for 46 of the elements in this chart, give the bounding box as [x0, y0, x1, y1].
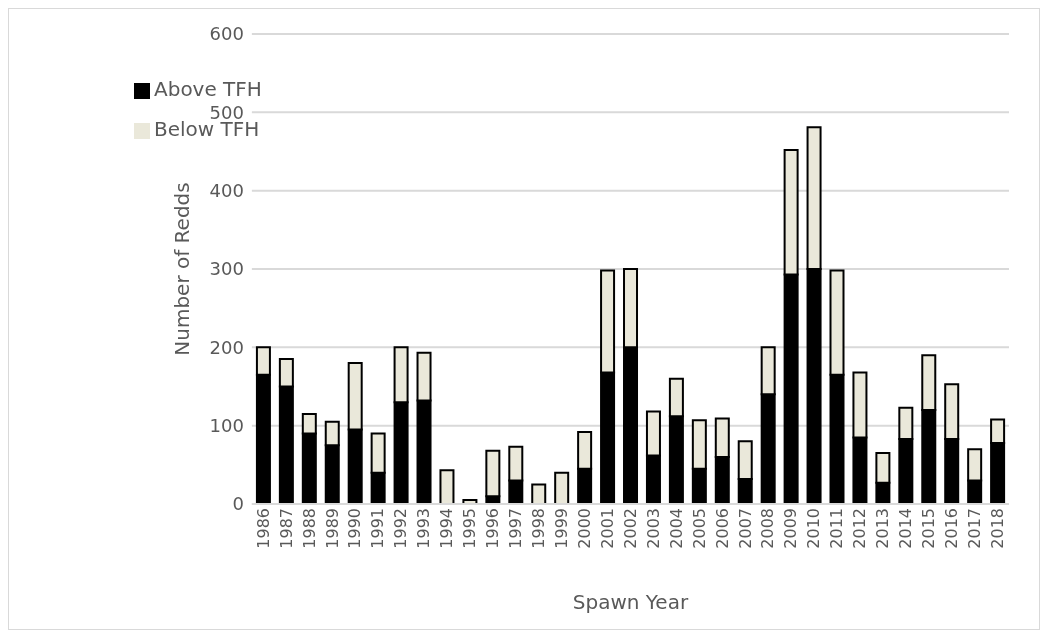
x-tick-label: 1991 [368, 508, 388, 549]
x-tick-label: 1995 [460, 508, 480, 549]
x-tick-label: 1999 [551, 508, 571, 549]
x-tick-label: 1987 [276, 508, 296, 549]
y-tick-label: 500 [209, 101, 244, 123]
x-tick-label: 2014 [896, 508, 916, 549]
x-tick-label: 2005 [689, 508, 709, 549]
x-tick-label: 1996 [483, 508, 503, 549]
legend-label: Above TFH [154, 77, 262, 101]
y-tick-label: 600 [209, 23, 244, 45]
x-tick-label: 2017 [964, 508, 984, 549]
y-axis-title: Number of Redds [169, 182, 194, 356]
bar [531, 483, 547, 504]
x-tick-label: 1994 [437, 508, 457, 549]
x-tick-label: 1990 [345, 508, 365, 549]
x-tick-label: 2009 [781, 508, 801, 549]
bar [439, 469, 455, 504]
x-tick-label: 2000 [574, 508, 594, 549]
x-tick-label: 2010 [804, 508, 824, 549]
y-tick-label: 400 [209, 180, 244, 202]
x-tick-label: 2007 [735, 508, 755, 549]
x-tick-label: 1998 [529, 508, 549, 549]
y-tick-label: 0 [232, 493, 244, 515]
x-tick-label: 2016 [942, 508, 961, 549]
x-tick-label: 1997 [506, 508, 526, 549]
x-tick-label: 2004 [666, 508, 686, 549]
x-tick-label: 1989 [322, 508, 342, 549]
x-tick-label: 1993 [414, 508, 434, 549]
x-tick-label: 2018 [987, 508, 1007, 549]
x-tick-label: 2015 [919, 508, 939, 549]
x-tick-label: 1986 [253, 508, 273, 549]
x-tick-label: 2001 [597, 508, 617, 549]
x-tick-label: 2012 [850, 508, 870, 549]
y-tick-label: 300 [209, 258, 244, 280]
x-tick-label: 2003 [643, 508, 663, 549]
x-axis-title: Spawn Year [572, 590, 689, 614]
x-tick-label: 1992 [391, 508, 411, 549]
x-tick-label: 2002 [620, 508, 640, 549]
x-tick-label: 1988 [299, 508, 319, 549]
x-tick-label: 2011 [827, 508, 847, 549]
x-tick-label: 2008 [758, 508, 778, 549]
x-tick-label: 2013 [873, 508, 893, 549]
y-tick-label: 200 [209, 336, 244, 358]
bar [554, 471, 570, 504]
y-tick-label: 100 [209, 415, 244, 437]
x-tick-label: 2006 [712, 508, 732, 549]
